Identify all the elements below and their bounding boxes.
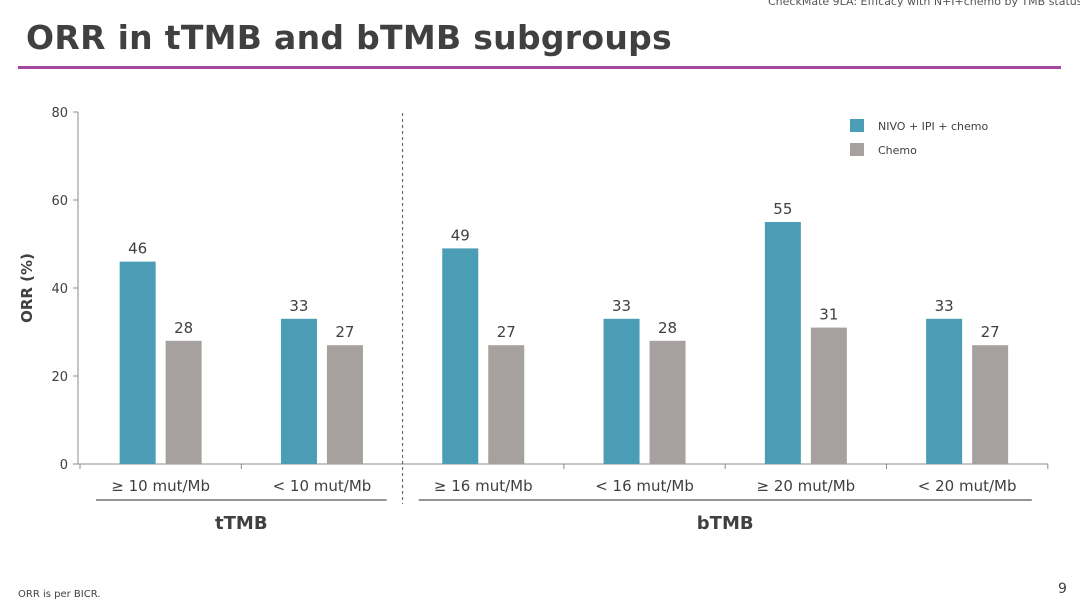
x-category-label: < 16 mut/Mb	[595, 477, 694, 495]
y-tick-label: 20	[51, 370, 68, 385]
nivo-ipi-chemo-bar	[119, 261, 156, 464]
y-tick-label: 60	[51, 194, 68, 209]
group-label: tTMB	[215, 513, 268, 534]
footnote: ORR is per BICR.	[18, 589, 101, 600]
x-category-label: ≥ 16 mut/Mb	[434, 477, 533, 495]
legend-label: NIVO + IPI + chemo	[878, 120, 989, 133]
nivo-ipi-chemo-bar	[280, 318, 317, 464]
slide-title: ORR in tTMB and bTMB subgroups	[26, 18, 672, 57]
nivo-ipi-chemo-bar	[442, 248, 479, 464]
bar-value-label: 46	[128, 240, 147, 258]
y-tick-label: 80	[51, 106, 68, 121]
chemo-bar	[165, 340, 202, 464]
x-category-label: ≥ 20 mut/Mb	[756, 477, 855, 495]
bar-value-label: 27	[981, 323, 1000, 341]
bar-value-label: 31	[819, 306, 838, 324]
bar-value-label: 33	[289, 297, 308, 315]
nivo-ipi-chemo-bar	[764, 222, 801, 464]
chemo-bar	[972, 345, 1009, 464]
legend-swatch	[850, 119, 864, 132]
chemo-bar	[649, 340, 686, 464]
page-number: 9	[1058, 581, 1067, 597]
chemo-bar	[326, 345, 363, 464]
nivo-ipi-chemo-bar	[603, 318, 640, 464]
bar-value-label: 33	[612, 297, 631, 315]
x-category-label: ≥ 10 mut/Mb	[111, 477, 210, 495]
bar-value-label: 27	[335, 323, 354, 341]
title-rule	[18, 66, 1061, 69]
header-note: CheckMate 9LA: Efficacy with N+I+chemo b…	[768, 0, 1080, 8]
nivo-ipi-chemo-bar	[926, 318, 963, 464]
y-tick-label: 0	[60, 458, 68, 473]
group-label: bTMB	[697, 513, 754, 534]
bar-value-label: 28	[174, 319, 193, 337]
bar-value-label: 33	[935, 297, 954, 315]
legend-swatch	[850, 143, 864, 156]
bar-value-label: 49	[451, 226, 470, 244]
x-category-label: < 10 mut/Mb	[273, 477, 372, 495]
chemo-bar	[810, 327, 847, 464]
legend-label: Chemo	[878, 144, 917, 157]
bar-value-label: 55	[773, 200, 792, 218]
y-tick-label: 40	[51, 282, 68, 297]
x-category-label: < 20 mut/Mb	[918, 477, 1017, 495]
bar-value-label: 28	[658, 319, 677, 337]
chemo-bar	[488, 345, 525, 464]
bar-value-label: 27	[497, 323, 516, 341]
y-axis-label: ORR (%)	[18, 253, 36, 323]
